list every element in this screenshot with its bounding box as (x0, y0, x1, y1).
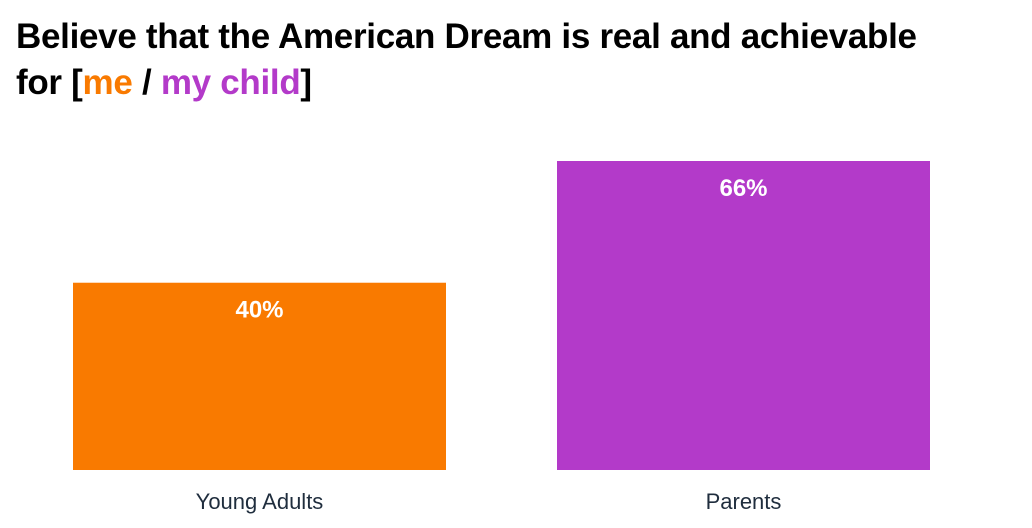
title-suffix: ] (300, 63, 312, 102)
bar-parents (557, 161, 930, 470)
bar-young-adults (73, 282, 446, 470)
title-separator: / (132, 63, 161, 102)
title-highlight-me: me (82, 63, 133, 102)
chart-title: Believe that the American Dream is real … (16, 14, 1026, 106)
category-label-young-adults: Young Adults (196, 489, 324, 514)
category-label-parents: Parents (706, 489, 782, 514)
value-label-parents: 66% (719, 175, 767, 202)
value-label-young-adults: 40% (235, 297, 283, 324)
title-highlight-my-child: my child (160, 63, 301, 102)
title-line-1: Believe that the American Dream is real … (16, 17, 917, 56)
title-prefix: for [ (16, 63, 83, 102)
